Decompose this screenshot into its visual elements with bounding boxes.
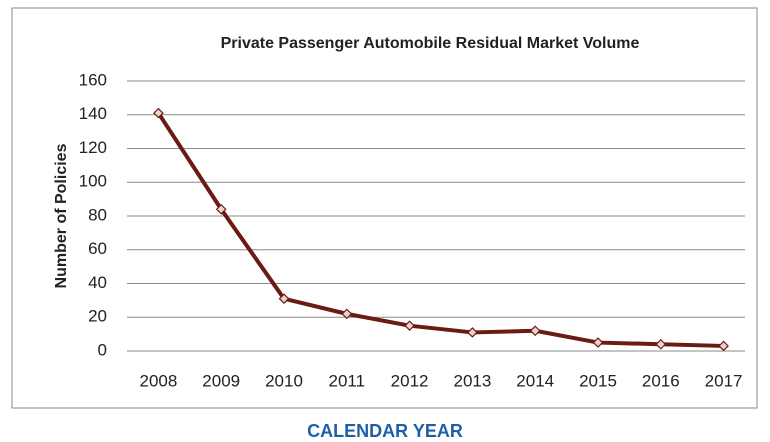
marker — [278, 293, 290, 305]
x-tick-label: 2013 — [453, 371, 491, 390]
marker — [592, 337, 604, 348]
y-tick-label: 60 — [88, 239, 107, 258]
marker — [718, 340, 729, 352]
x-axis-label: CALENDAR YEAR — [307, 421, 463, 441]
y-tick-label: 0 — [98, 340, 107, 359]
line — [156, 111, 724, 348]
y-axis-label: Number of Policies — [53, 143, 70, 288]
marker — [153, 107, 164, 119]
y-tick-label: 160 — [79, 70, 107, 89]
x-tick-label: 2016 — [642, 371, 680, 390]
x-tick-label: 2015 — [579, 371, 617, 390]
y-tick-label: 20 — [88, 307, 107, 326]
x-tick-label: 2010 — [265, 371, 303, 390]
y-tick-label: 140 — [79, 104, 107, 123]
x-tick-label: 2014 — [516, 371, 554, 390]
marker — [655, 338, 667, 350]
marker — [529, 325, 541, 337]
x-tick-label: 2009 — [202, 371, 240, 390]
y-tick-label: 40 — [88, 273, 107, 292]
chart-title: Private Passenger Automobile Residual Ma… — [221, 35, 640, 52]
y-tick-label: 80 — [88, 205, 107, 224]
x-tick-label: 2012 — [391, 371, 429, 390]
marker — [215, 203, 227, 215]
marker — [467, 327, 478, 338]
chart-frame — [11, 7, 758, 409]
x-tick-label: 2011 — [329, 371, 366, 390]
marker — [341, 308, 353, 320]
y-tick-label: 120 — [79, 138, 107, 157]
x-tick-label: 2017 — [705, 371, 743, 390]
y-tick-label: 100 — [79, 172, 107, 191]
marker — [404, 320, 415, 332]
x-tick-label: 2008 — [139, 371, 177, 390]
